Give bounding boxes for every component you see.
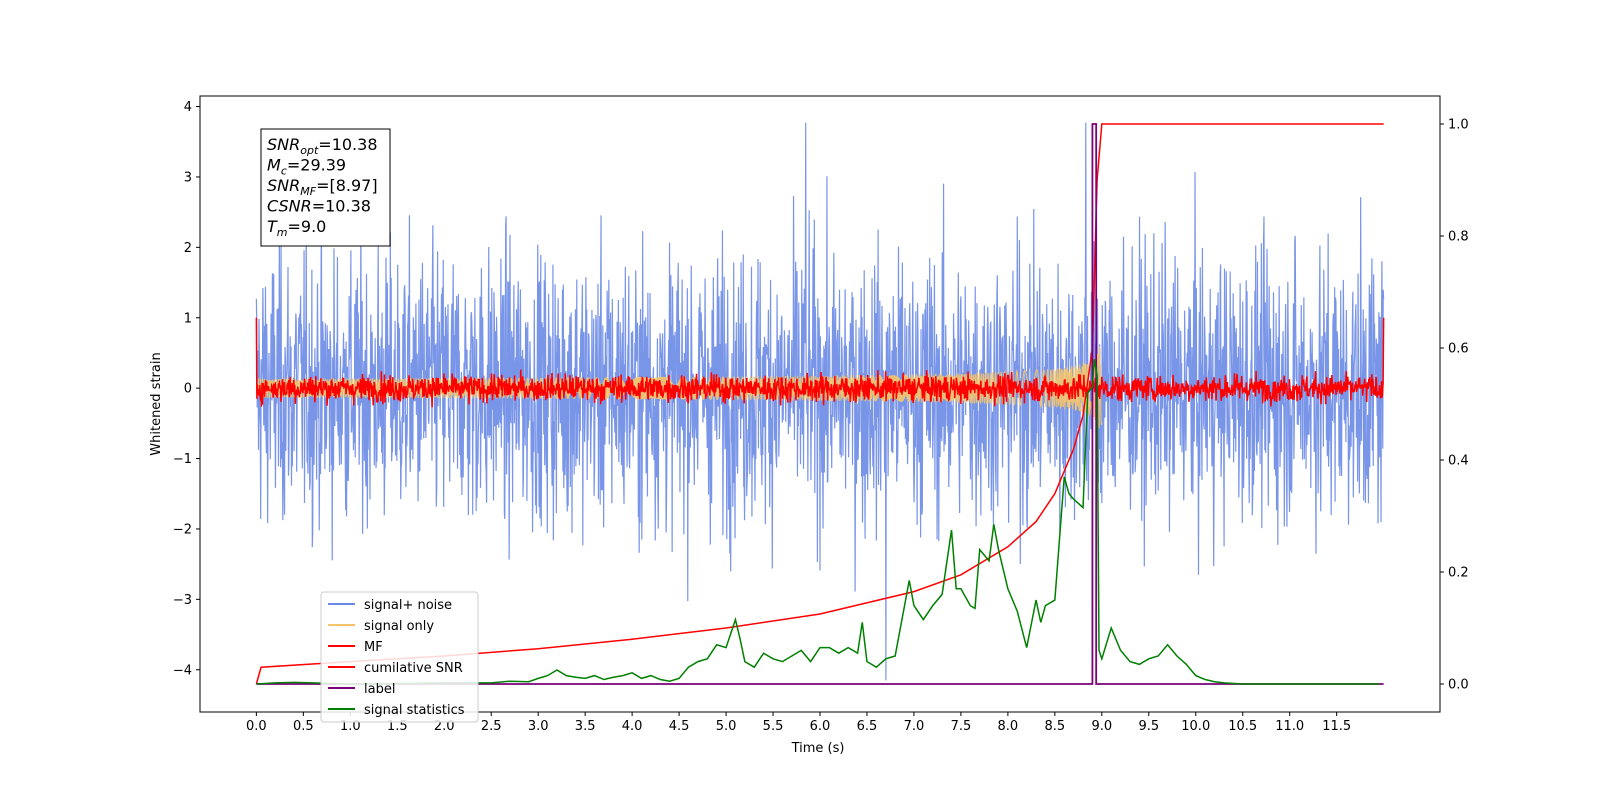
y2-tick-label: 0.4 <box>1448 454 1469 469</box>
x-tick-label: 11.0 <box>1275 719 1304 734</box>
x-tick-label: 6.5 <box>857 719 878 734</box>
series-signal-statistics-line <box>256 359 1379 685</box>
legend-label: signal only <box>364 619 434 634</box>
x-tick-label: 4.5 <box>669 719 690 734</box>
legend-label: signal statistics <box>364 703 465 718</box>
annotation-line: SNRopt=10.38 <box>267 135 378 157</box>
y-tick-label: 1 <box>184 311 192 326</box>
x-tick-label: 6.0 <box>810 719 831 734</box>
annotation-line: Tm=9.0 <box>267 217 326 239</box>
annotation-value: =29.39 <box>287 156 346 175</box>
legend: signal+ noise signal only MF cumilative SNR… <box>320 591 479 723</box>
annotation-subscript: c <box>281 165 287 178</box>
annotation-symbol: SNR <box>267 176 300 195</box>
annotation-value: =[8.97] <box>316 176 378 195</box>
y-tick-label: 2 <box>184 241 192 256</box>
legend-label: signal+ noise <box>364 598 452 613</box>
y2-tick-label: 0.8 <box>1448 230 1469 245</box>
x-tick-label: 10.5 <box>1228 719 1257 734</box>
annotation-symbol: T <box>267 217 278 236</box>
y-tick-label: −2 <box>173 522 192 537</box>
y2-tick-label: 0.6 <box>1448 342 1469 357</box>
x-tick-label: 2.5 <box>481 719 502 734</box>
legend-label: cumilative SNR <box>364 661 463 676</box>
x-tick-label: 1.0 <box>340 719 361 734</box>
x-tick-label: 11.5 <box>1322 719 1351 734</box>
y2-tick-label: 0.0 <box>1448 678 1469 693</box>
x-tick-label: 7.0 <box>904 719 925 734</box>
annotation-value: =10.38 <box>312 197 371 216</box>
y-tick-label: 3 <box>184 170 192 185</box>
legend-frame <box>320 591 479 723</box>
x-axis-label: Time (s) <box>791 741 845 756</box>
annotation-value: =10.38 <box>318 135 377 154</box>
series-label-line <box>256 123 1384 685</box>
x-tick-label: 5.0 <box>716 719 737 734</box>
annotation-box: SNRopt=10.38Mc=29.39SNRMF=[8.97]CSNR=10.… <box>260 128 391 247</box>
x-tick-label: 0.5 <box>293 719 314 734</box>
x-axis: 0.0 0.5 1.0 1.5 2.0 2.5 3.0 3.5 4.0 4.5 5.0 5.5 6.0 6… <box>246 712 1351 734</box>
annotation-line: CSNR=10.38 <box>267 197 371 216</box>
annotation-subscript: m <box>277 226 288 239</box>
y-tick-label: −3 <box>173 593 192 608</box>
annotation-subscript: opt <box>300 144 319 157</box>
x-tick-label: 2.0 <box>434 719 455 734</box>
annotation-symbol: SNR <box>267 135 300 154</box>
annotation-symbol: CSNR <box>267 197 312 216</box>
x-tick-label: 10.0 <box>1181 719 1210 734</box>
x-tick-label: 9.5 <box>1138 719 1159 734</box>
x-tick-label: 0.0 <box>246 719 267 734</box>
legend-label: label <box>364 682 395 697</box>
series-mf-line <box>255 317 1385 408</box>
y-tick-label: 4 <box>184 100 192 115</box>
x-tick-label: 7.5 <box>951 719 972 734</box>
annotation-frame <box>260 128 391 247</box>
x-tick-label: 1.5 <box>387 719 408 734</box>
legend-label: MF <box>364 640 383 655</box>
x-tick-label: 8.5 <box>1045 719 1066 734</box>
y-tick-label: −1 <box>173 452 192 467</box>
x-tick-label: 9.0 <box>1091 719 1112 734</box>
y2-tick-label: 0.2 <box>1448 566 1469 581</box>
x-tick-label: 4.0 <box>622 719 643 734</box>
y-tick-label: −4 <box>173 663 192 678</box>
annotation-symbol: M <box>267 156 281 175</box>
y-axis-left: −4 −3 −2 −1 0 1 2 3 4 <box>173 100 200 678</box>
annotation-line: SNRMF=[8.97] <box>267 176 378 198</box>
annotation-line: Mc=29.39 <box>267 156 346 178</box>
x-tick-label: 5.5 <box>763 719 784 734</box>
x-tick-label: 3.0 <box>528 719 549 734</box>
y-axis-right: 0.0 0.2 0.4 0.6 0.8 1.0 <box>1440 118 1469 693</box>
y-axis-label: Whitened strain <box>149 352 164 455</box>
y-tick-label: 0 <box>184 382 192 397</box>
annotation-value: =9.0 <box>288 217 327 236</box>
annotation-subscript: MF <box>300 185 316 198</box>
y2-tick-label: 1.0 <box>1448 118 1469 133</box>
x-tick-label: 8.0 <box>998 719 1019 734</box>
x-tick-label: 3.5 <box>575 719 596 734</box>
